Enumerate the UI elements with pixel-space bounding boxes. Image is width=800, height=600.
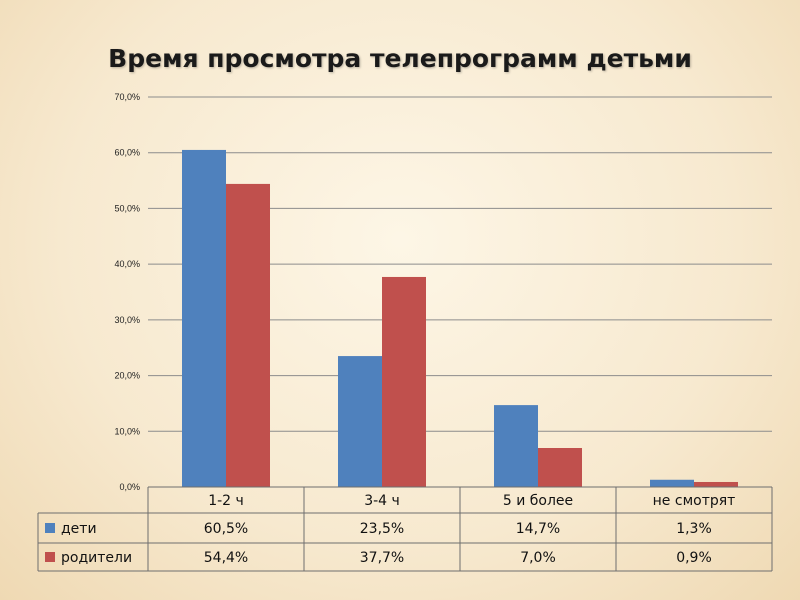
bar-children	[494, 405, 538, 487]
bar-parents	[382, 276, 426, 487]
bar-children	[338, 356, 382, 487]
y-tick-label: 20,0%	[114, 371, 140, 381]
data-cell: 37,7%	[360, 550, 404, 566]
legend-key-parents	[45, 552, 55, 562]
y-tick-label: 70,0%	[114, 92, 140, 102]
y-tick-label: 50,0%	[114, 203, 140, 213]
bar-parents	[694, 481, 738, 487]
chart-title: Время просмотра телепрограмм детьми	[108, 44, 692, 73]
category-label: 5 и более	[503, 493, 573, 509]
y-tick-label: 60,0%	[114, 148, 140, 158]
y-tick-label: 10,0%	[114, 426, 140, 436]
data-cell: 23,5%	[360, 521, 404, 537]
bar-children	[182, 149, 226, 487]
data-cell: 54,4%	[204, 550, 248, 566]
category-label: 3-4 ч	[364, 493, 400, 509]
data-cell: 60,5%	[204, 521, 248, 537]
bar-parents	[538, 448, 582, 487]
data-cell: 7,0%	[520, 550, 556, 566]
legend-key-children	[45, 523, 55, 533]
bar-parents	[226, 183, 270, 487]
y-tick-label: 30,0%	[114, 315, 140, 325]
series-label: дети	[61, 521, 97, 537]
bar-children	[650, 479, 694, 487]
data-cell: 0,9%	[676, 550, 712, 566]
category-label: не смотрят	[653, 493, 736, 509]
category-label: 1-2 ч	[208, 493, 244, 509]
series-label: родители	[61, 550, 132, 566]
data-cell: 14,7%	[516, 521, 560, 537]
y-tick-label: 40,0%	[114, 259, 140, 269]
data-cell: 1,3%	[676, 521, 712, 537]
y-tick-label: 0,0%	[119, 482, 140, 492]
